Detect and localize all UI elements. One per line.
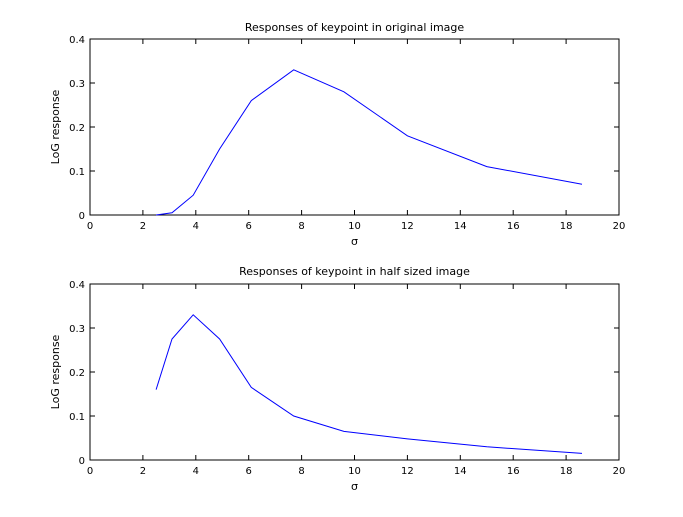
chart-title-top: Responses of keypoint in original image xyxy=(245,21,465,34)
x-tick-label: 10 xyxy=(348,221,361,232)
series-line xyxy=(155,314,583,454)
x-axis-label-top: σ xyxy=(351,235,358,248)
x-tick-label: 12 xyxy=(401,466,414,477)
series-bottom xyxy=(155,314,583,454)
y-tick-label: 0.4 xyxy=(69,35,85,46)
x-tick-label: 18 xyxy=(560,221,573,232)
x-tick-label: 18 xyxy=(560,466,573,477)
y-tick-label: 0.4 xyxy=(69,280,85,291)
x-tick-label: 10 xyxy=(348,466,361,477)
x-tick-label: 14 xyxy=(454,221,467,232)
x-tick-label: 20 xyxy=(613,466,626,477)
x-tick-label: 0 xyxy=(87,466,93,477)
x-tick-label: 8 xyxy=(298,221,304,232)
x-tick-label: 6 xyxy=(246,221,252,232)
ticks-top: 0 2 4 6 8 10 12 14 16 18 20 0 0.1 0.2 0.3 0.4 xyxy=(69,35,625,232)
y-tick-label: 0.1 xyxy=(69,167,85,178)
y-tick-label: 0.2 xyxy=(69,368,85,379)
y-tick-label: 0 xyxy=(79,211,85,222)
x-tick-label: 4 xyxy=(193,221,199,232)
plot-area-top xyxy=(89,38,620,216)
x-tick-label: 12 xyxy=(401,221,414,232)
x-tick-label: 14 xyxy=(454,466,467,477)
x-tick-label: 16 xyxy=(507,466,520,477)
y-axis-label-bottom: LoG response xyxy=(49,334,62,409)
y-tick-label: 0 xyxy=(79,456,85,467)
y-tick-label: 0.3 xyxy=(69,324,85,335)
x-axis-label-bottom: σ xyxy=(351,480,358,493)
x-tick-label: 4 xyxy=(193,466,199,477)
x-tick-label: 8 xyxy=(298,466,304,477)
y-axis-label-top: LoG response xyxy=(49,89,62,164)
x-tick-label: 0 xyxy=(87,221,93,232)
chart-title-bottom: Responses of keypoint in half sized imag… xyxy=(239,265,470,278)
x-tick-label: 6 xyxy=(246,466,252,477)
y-tick-label: 0.1 xyxy=(69,412,85,423)
plot-area-bottom xyxy=(89,283,620,461)
x-tick-label: 2 xyxy=(140,221,146,232)
subplot-bottom: Responses of keypoint in half sized imag… xyxy=(49,265,625,493)
x-tick-label: 16 xyxy=(507,221,520,232)
series-line xyxy=(156,69,583,216)
x-tick-label: 2 xyxy=(140,466,146,477)
y-tick-label: 0.2 xyxy=(69,123,85,134)
subplot-top: Responses of keypoint in original image … xyxy=(49,21,625,248)
series-top xyxy=(156,69,583,216)
y-tick-label: 0.3 xyxy=(69,79,85,90)
ticks-bottom: 0 2 4 6 8 10 12 14 16 18 20 0 0.1 0.2 0.3 0.4 xyxy=(69,280,625,477)
x-tick-label: 20 xyxy=(613,221,626,232)
